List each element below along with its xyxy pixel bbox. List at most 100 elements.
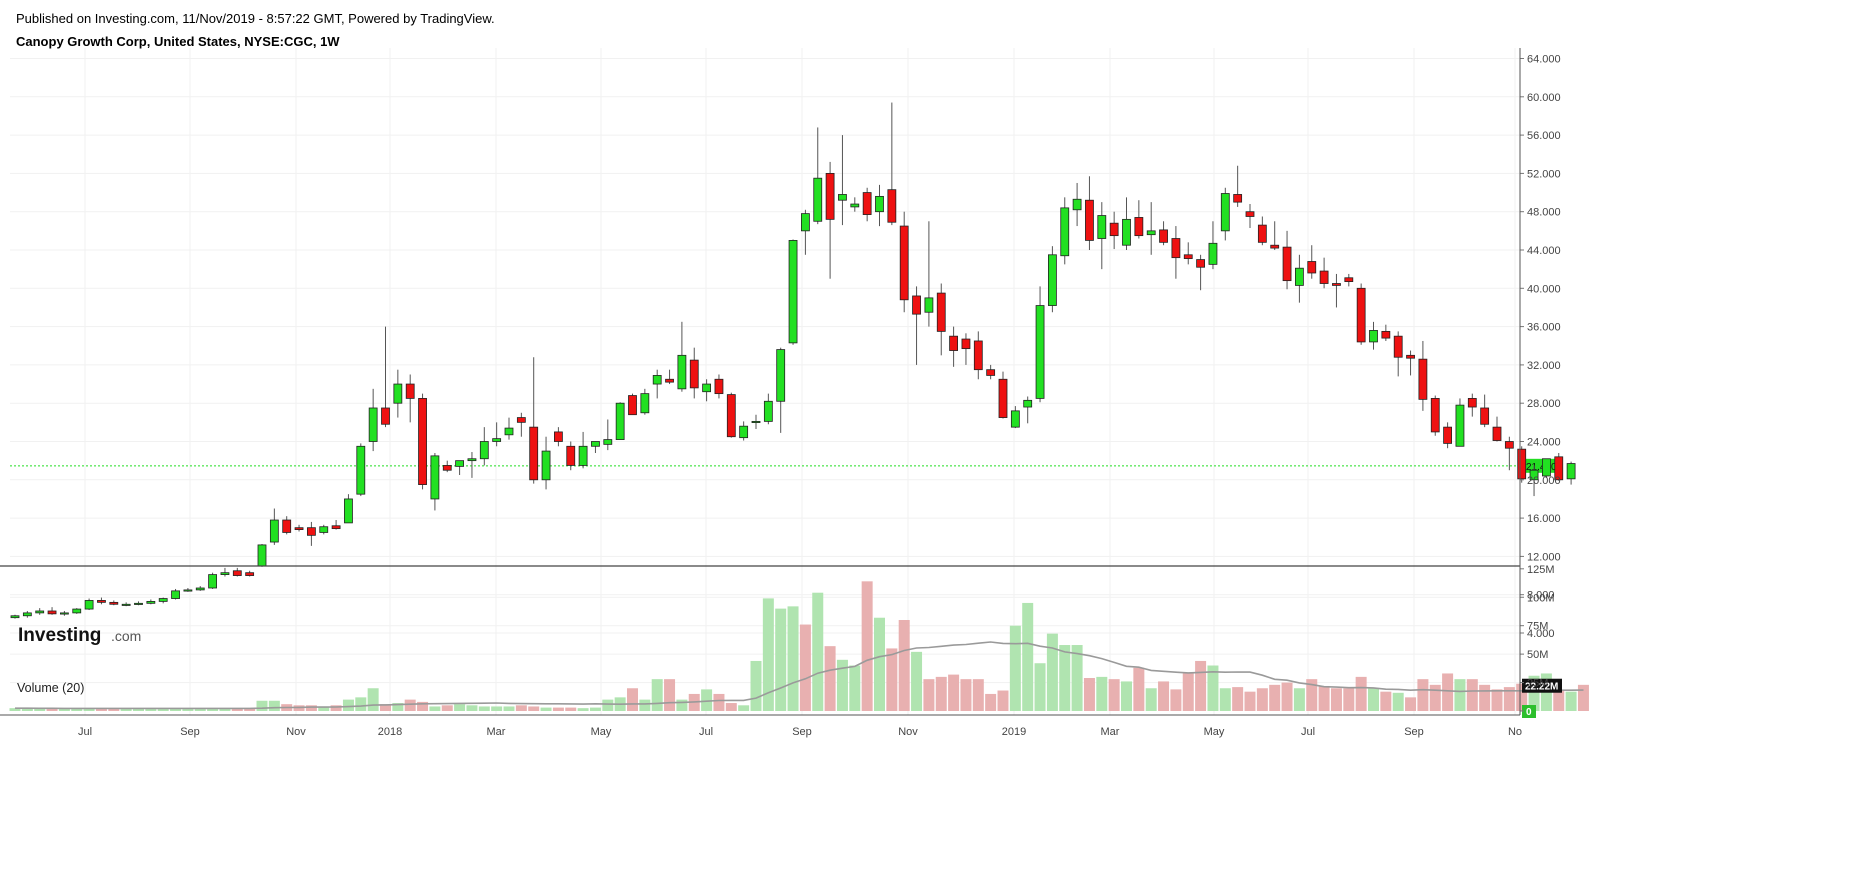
- volume-bar[interactable]: [589, 707, 601, 711]
- volume-bar[interactable]: [799, 624, 811, 711]
- candle[interactable]: [84, 598, 94, 611]
- volume-bar[interactable]: [170, 708, 182, 711]
- candle[interactable]: [1344, 273, 1354, 287]
- volume-bar[interactable]: [1108, 679, 1120, 711]
- candle[interactable]: [899, 211, 909, 313]
- volume-bar[interactable]: [268, 700, 280, 711]
- volume-bar[interactable]: [1059, 645, 1071, 711]
- candle[interactable]: [97, 597, 106, 605]
- candle[interactable]: [47, 607, 57, 615]
- volume-bar[interactable]: [1145, 688, 1157, 711]
- volume-bar[interactable]: [429, 706, 441, 711]
- volume-bar[interactable]: [886, 648, 898, 711]
- volume-bar[interactable]: [1133, 667, 1145, 711]
- candle[interactable]: [479, 427, 489, 466]
- candle[interactable]: [319, 524, 329, 535]
- volume-bar[interactable]: [1170, 689, 1182, 711]
- candle[interactable]: [109, 600, 119, 606]
- candle[interactable]: [1208, 221, 1218, 270]
- volume-bar[interactable]: [108, 708, 120, 711]
- volume-bar[interactable]: [1195, 660, 1207, 711]
- candle[interactable]: [702, 379, 711, 402]
- volume-bar[interactable]: [911, 651, 923, 711]
- candle[interactable]: [998, 371, 1008, 419]
- candle[interactable]: [628, 393, 637, 416]
- candle[interactable]: [1220, 187, 1230, 241]
- volume-bar[interactable]: [58, 708, 70, 711]
- volume-bar[interactable]: [1553, 690, 1565, 711]
- candle[interactable]: [887, 102, 897, 226]
- volume-bar[interactable]: [404, 699, 416, 711]
- candle[interactable]: [1097, 202, 1107, 270]
- candle[interactable]: [1356, 283, 1366, 345]
- candle[interactable]: [1443, 422, 1452, 449]
- candle[interactable]: [381, 326, 390, 428]
- volume-bar[interactable]: [1158, 681, 1170, 711]
- candle[interactable]: [1282, 230, 1292, 290]
- candle[interactable]: [862, 187, 872, 222]
- candle[interactable]: [763, 393, 773, 425]
- candle[interactable]: [257, 543, 267, 567]
- candle[interactable]: [516, 412, 526, 437]
- candle[interactable]: [726, 392, 736, 438]
- candle[interactable]: [405, 374, 415, 423]
- volume-bar[interactable]: [417, 701, 429, 711]
- volume-bar[interactable]: [1343, 688, 1355, 711]
- candle[interactable]: [677, 321, 687, 392]
- candle[interactable]: [467, 452, 477, 478]
- candle[interactable]: [1492, 416, 1502, 442]
- volume-bar[interactable]: [1046, 633, 1058, 711]
- volume-bar[interactable]: [874, 617, 885, 711]
- candle[interactable]: [838, 135, 847, 226]
- volume-bar[interactable]: [1182, 673, 1194, 711]
- volume-bar[interactable]: [441, 705, 453, 711]
- volume-bar[interactable]: [231, 708, 243, 711]
- volume-bar[interactable]: [923, 679, 935, 711]
- volume-bar[interactable]: [1083, 678, 1095, 711]
- candle[interactable]: [1010, 406, 1020, 429]
- candle[interactable]: [492, 422, 502, 447]
- candle[interactable]: [689, 347, 699, 399]
- candle[interactable]: [146, 599, 156, 605]
- volume-bar[interactable]: [1392, 692, 1404, 711]
- volume-bar[interactable]: [83, 708, 95, 711]
- candle[interactable]: [751, 414, 761, 430]
- candle[interactable]: [504, 417, 514, 440]
- volume-bar[interactable]: [1565, 691, 1577, 711]
- candle[interactable]: [60, 610, 69, 616]
- candle[interactable]: [1307, 245, 1317, 279]
- candle[interactable]: [1072, 182, 1082, 227]
- volume-bar[interactable]: [355, 697, 367, 711]
- candle[interactable]: [1159, 221, 1168, 246]
- candle[interactable]: [1295, 254, 1304, 303]
- volume-bar[interactable]: [318, 706, 330, 711]
- volume-bar[interactable]: [1380, 691, 1392, 711]
- volume-bar[interactable]: [305, 705, 317, 711]
- candle[interactable]: [1467, 393, 1477, 417]
- volume-bar[interactable]: [1491, 689, 1503, 711]
- volume-bar[interactable]: [577, 708, 589, 711]
- volume-bar[interactable]: [71, 708, 83, 711]
- volume-bar[interactable]: [157, 708, 169, 711]
- volume-bar[interactable]: [1466, 679, 1478, 711]
- volume-bar[interactable]: [552, 707, 564, 711]
- candle[interactable]: [1109, 211, 1119, 250]
- volume-bar[interactable]: [1022, 602, 1034, 711]
- candle[interactable]: [35, 608, 45, 615]
- candle[interactable]: [801, 209, 810, 255]
- volume-bar[interactable]: [367, 688, 379, 711]
- volume-bar[interactable]: [775, 608, 787, 711]
- candle[interactable]: [1085, 176, 1094, 250]
- volume-bar[interactable]: [1516, 683, 1528, 711]
- candle[interactable]: [714, 374, 724, 399]
- volume-bar[interactable]: [1293, 688, 1305, 711]
- candle[interactable]: [1504, 436, 1514, 471]
- volume-bar[interactable]: [738, 705, 750, 711]
- volume-bar[interactable]: [1281, 682, 1293, 711]
- volume-bar[interactable]: [515, 705, 527, 711]
- candle[interactable]: [1270, 221, 1280, 250]
- volume-bar[interactable]: [997, 690, 1009, 711]
- volume-bar[interactable]: [1454, 679, 1466, 711]
- candle[interactable]: [615, 402, 625, 440]
- volume-bar[interactable]: [1429, 684, 1441, 711]
